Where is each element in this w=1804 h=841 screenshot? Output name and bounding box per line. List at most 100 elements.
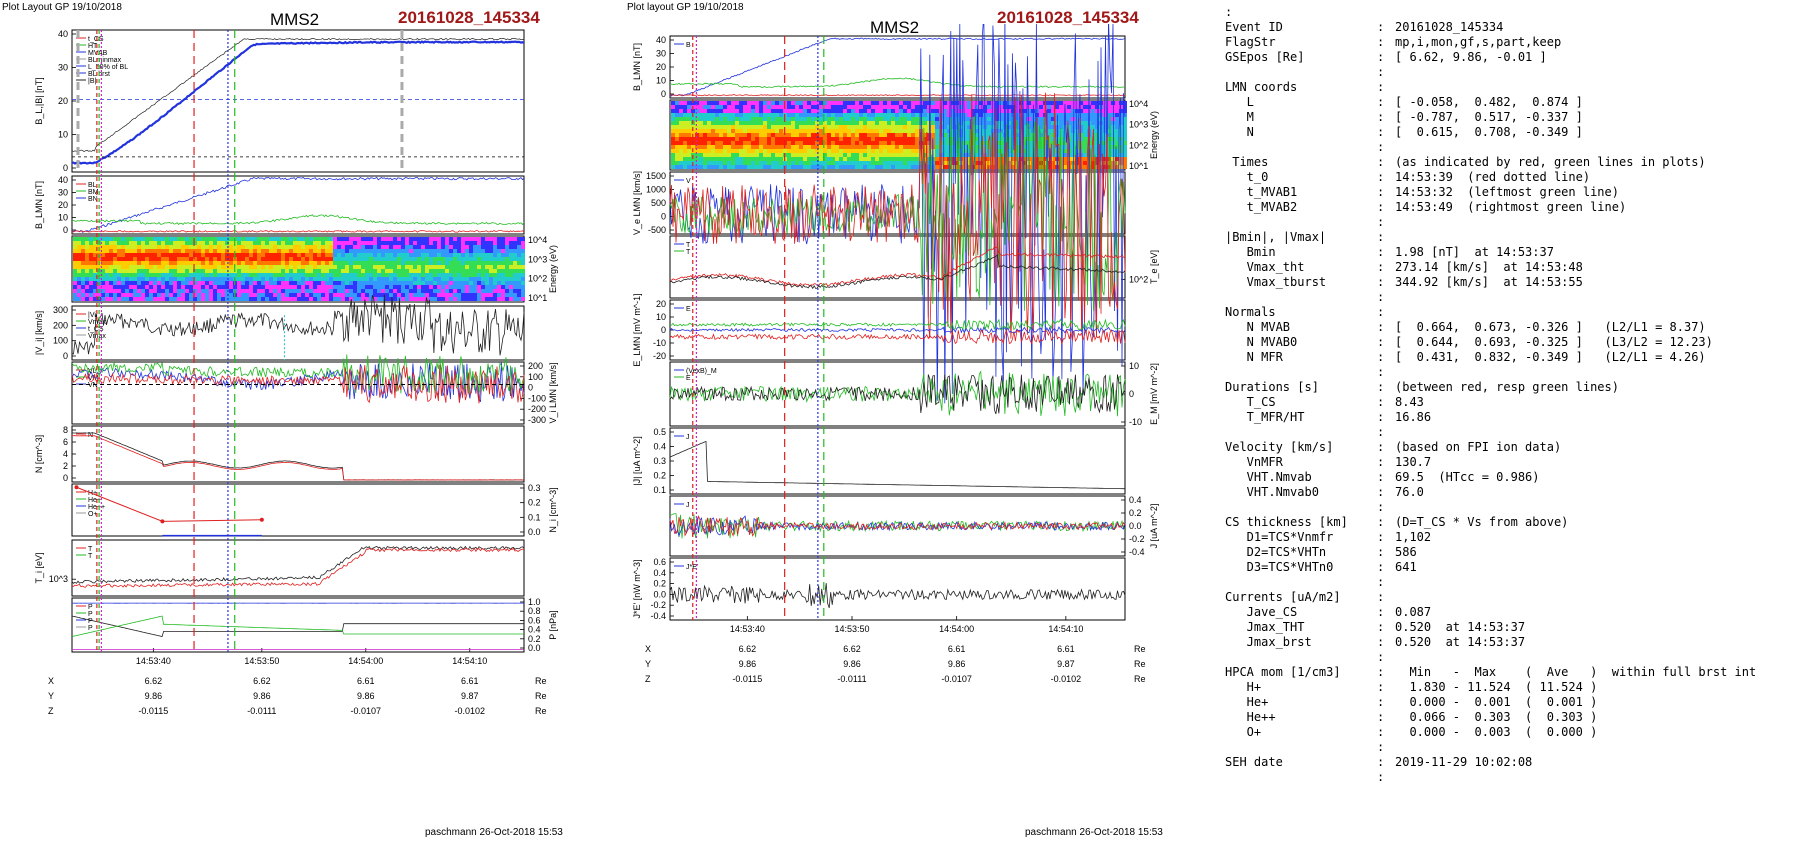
legend-label: P [88, 604, 93, 611]
spectrogram-cell [887, 153, 891, 157]
spectrogram-cell [679, 133, 683, 137]
spectrogram-cell [317, 261, 321, 265]
spectrogram-cell [947, 117, 951, 121]
spectrogram-cell [1067, 125, 1071, 129]
spectrogram-cell [305, 265, 309, 269]
spectrogram-cell [297, 241, 301, 245]
spectrogram-cell [771, 137, 775, 141]
spectrogram-cell [715, 141, 719, 145]
info-colon: : [1377, 80, 1385, 94]
spectrogram-cell [827, 105, 831, 109]
info-row: Vmax_tburst:344.92 [km/s] at 14:53:55 [1225, 275, 1800, 290]
spectrogram-cell [197, 277, 201, 281]
y-tick-label: 0 [661, 212, 666, 222]
spectrogram-cell [747, 113, 751, 117]
spectrogram-cell [213, 281, 217, 285]
spectrogram-cell [771, 113, 775, 117]
spectrogram-cell [361, 285, 365, 289]
spectrogram-cell [691, 145, 695, 149]
spectrogram-cell [453, 241, 457, 245]
spectrogram-cell [485, 241, 489, 245]
spectrogram-cell [213, 285, 217, 289]
spectrogram-cell [153, 297, 157, 301]
spectrogram-cell [133, 265, 137, 269]
spectrogram-cell [197, 285, 201, 289]
spectrogram-cell [923, 117, 927, 121]
spectrogram-cell [675, 109, 679, 113]
spectrogram-cell [875, 165, 879, 169]
spectrogram-cell [437, 285, 441, 289]
spectrogram-cell [955, 113, 959, 117]
spectrogram-cell [205, 249, 209, 253]
spectrogram-cell [193, 293, 197, 297]
series-bm [71, 214, 525, 226]
info-row: Normals: [1225, 305, 1800, 320]
spectrogram-cell [313, 237, 317, 241]
spectrogram-cell [289, 261, 293, 265]
data-point [74, 485, 79, 490]
spectrogram-cell [377, 261, 381, 265]
spectrogram-cell [357, 257, 361, 261]
spectrogram-cell [73, 261, 77, 265]
y-tick-label: 0.4 [653, 442, 666, 452]
spectrogram-cell [125, 273, 129, 277]
spectrogram-cell [277, 269, 281, 273]
spectrogram-cell [405, 237, 409, 241]
spectrogram-cell [197, 261, 201, 265]
y-tick-label: 10 [656, 312, 666, 322]
info-colon: : [1377, 725, 1385, 739]
spectrogram-cell [963, 149, 967, 153]
spectrogram-cell [493, 293, 497, 297]
spectrogram-cell [711, 109, 715, 113]
spectrogram-cell [161, 281, 165, 285]
spectrogram-cell [373, 237, 377, 241]
spectrogram-cell [907, 141, 911, 145]
pos-unit: Re [535, 706, 547, 716]
spectrogram-cell [967, 121, 971, 125]
spectrogram-cell [381, 289, 385, 293]
spectrogram-cell [723, 121, 727, 125]
spectrogram-cell [911, 157, 915, 161]
spectrogram-cell [209, 285, 213, 289]
spectrogram-cell [863, 149, 867, 153]
spectrogram-cell [747, 121, 751, 125]
spectrogram-cell [241, 293, 245, 297]
spectrogram-cell [493, 249, 497, 253]
spectrogram-cell [241, 237, 245, 241]
spectrogram-cell [153, 285, 157, 289]
spectrogram-cell [843, 145, 847, 149]
spectrogram-cell [971, 161, 975, 165]
spectrogram-cell [995, 141, 999, 145]
info-value: 20161028_145334 [1395, 20, 1504, 34]
spectrogram-cell [1099, 149, 1103, 153]
spectrogram-cell [265, 265, 269, 269]
spectrogram-cell [433, 277, 437, 281]
spectrogram-cell [735, 157, 739, 161]
spectrogram-cell [839, 129, 843, 133]
spectrogram-cell [497, 281, 501, 285]
legend-label: BN [88, 196, 98, 203]
spectrogram-cell [293, 245, 297, 249]
spectrogram-cell [373, 241, 377, 245]
spectrogram-cell [939, 101, 943, 105]
spectrogram-cell [807, 137, 811, 141]
spectrogram-cell [389, 281, 393, 285]
spectrogram-cell [317, 297, 321, 301]
panel-frame [669, 35, 1126, 99]
spectrogram-cell [93, 293, 97, 297]
spectrogram-cell [393, 281, 397, 285]
spectrogram-cell [405, 245, 409, 249]
spectrogram-cell [895, 121, 899, 125]
spectrogram-cell [699, 153, 703, 157]
spectrogram-cell [683, 101, 687, 105]
spectrogram-cell [85, 265, 89, 269]
spectrogram-cell [699, 105, 703, 109]
legend-label: J*E' [686, 564, 698, 571]
spectrogram-cell [345, 241, 349, 245]
spectrogram-cell [361, 289, 365, 293]
spectrogram-cell [823, 141, 827, 145]
spectrogram-cell [353, 281, 357, 285]
spectrogram-cell [285, 245, 289, 249]
spectrogram-cell [1103, 157, 1107, 161]
spectrogram-cell [521, 245, 525, 249]
